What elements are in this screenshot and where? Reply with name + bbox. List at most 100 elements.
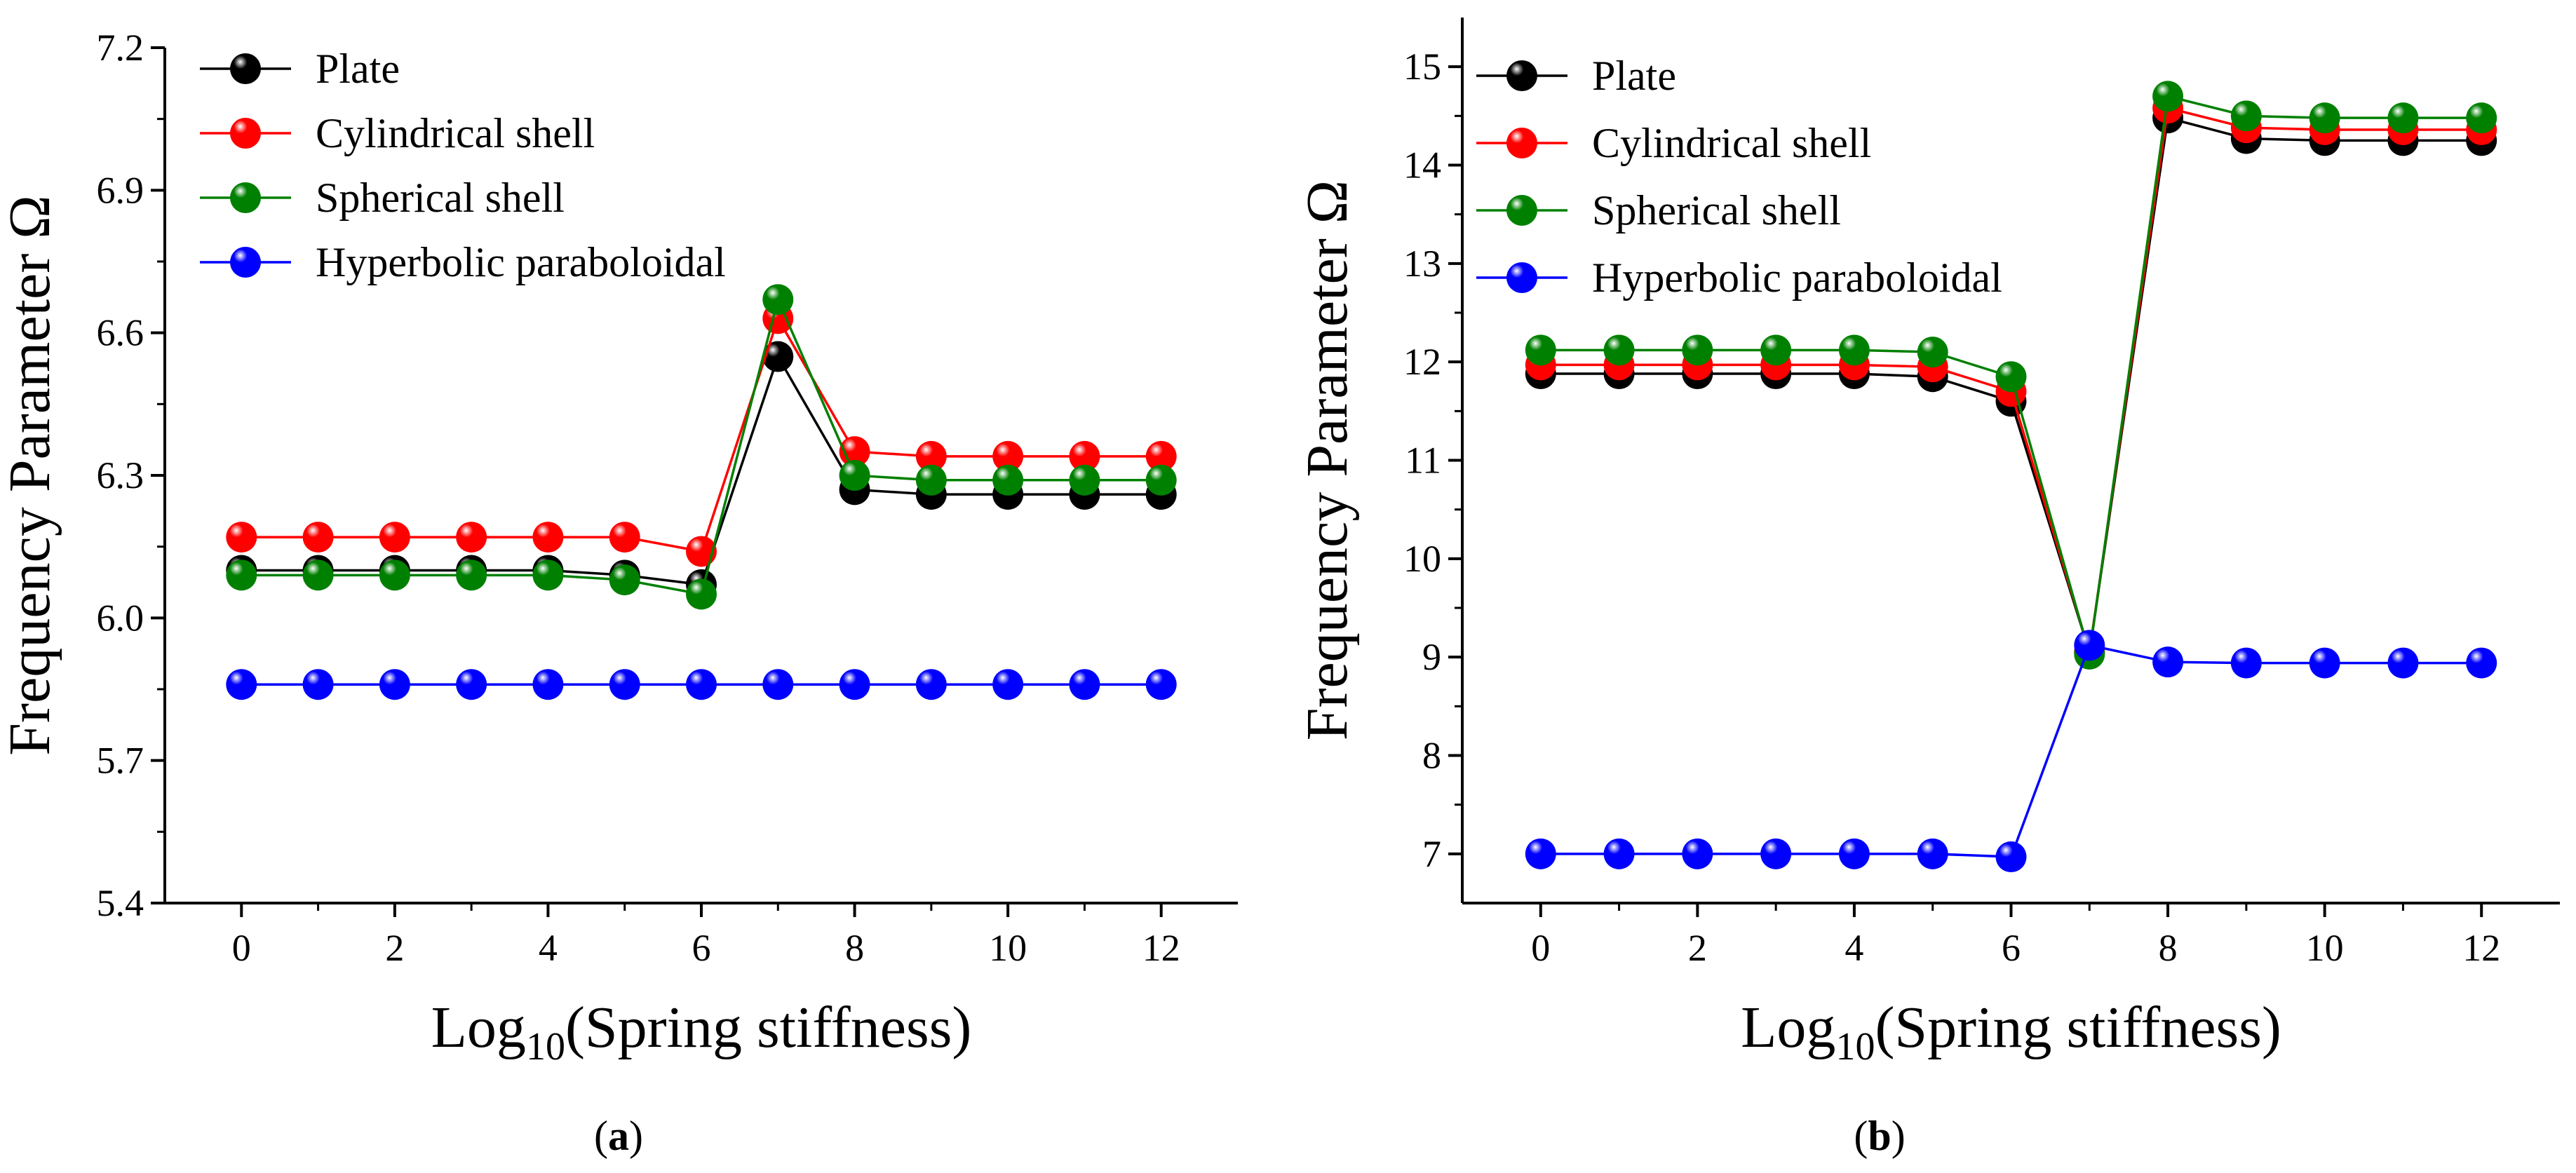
legend-marker <box>230 247 261 278</box>
data-point <box>302 522 334 553</box>
y-tick-label: 7 <box>1422 833 1441 875</box>
panel-caption: (a) <box>594 1113 643 1159</box>
data-point <box>2152 81 2184 112</box>
y-axis-title: Frequency Parameter Ω <box>1295 180 1360 740</box>
chart-panel-b: 0 2 4 6 8 10 12 7 8 9 10 11 12 13 14 15 Frequency Parame… <box>1295 18 2560 1159</box>
data-point <box>1838 334 1870 366</box>
series-spherical-shell <box>226 284 1177 610</box>
legend-label: Spherical shell <box>316 175 565 221</box>
data-point <box>686 578 717 610</box>
data-point <box>609 669 640 700</box>
x-tick-label: 0 <box>1531 927 1550 969</box>
data-point <box>1995 361 2027 393</box>
legend-marker <box>230 118 261 149</box>
data-point <box>1145 669 1177 700</box>
legend-label: Plate <box>316 46 400 92</box>
data-point <box>456 560 487 591</box>
x-tick-label: 8 <box>2159 927 2178 969</box>
data-point <box>915 669 947 700</box>
data-point <box>1682 838 1713 869</box>
data-point <box>2230 100 2262 132</box>
data-point <box>1917 337 1948 368</box>
data-point <box>1069 440 1100 472</box>
legend-marker <box>1506 195 1537 226</box>
y-tick-label: 6.3 <box>97 454 144 496</box>
data-point <box>992 464 1024 496</box>
data-point <box>1145 440 1177 472</box>
legend-marker <box>230 53 261 84</box>
y-tick-label: 13 <box>1403 243 1441 285</box>
data-point <box>1760 334 1792 366</box>
data-point <box>762 284 794 316</box>
data-point <box>379 669 410 700</box>
x-tick-label: 0 <box>232 927 251 969</box>
y-tick-label: 8 <box>1422 735 1441 777</box>
x-tick-label: 6 <box>692 927 711 969</box>
data-point <box>456 669 487 700</box>
legend-marker <box>1506 262 1537 293</box>
data-point <box>2309 102 2340 134</box>
panel-caption: (b) <box>1854 1113 1905 1159</box>
data-point <box>686 536 717 567</box>
data-point <box>915 440 947 472</box>
y-tick-label: 9 <box>1422 636 1441 678</box>
data-point <box>839 460 870 491</box>
data-point <box>2309 647 2340 679</box>
data-point <box>379 560 410 591</box>
data-point <box>1525 838 1556 869</box>
data-point <box>379 522 410 553</box>
data-point <box>532 560 564 591</box>
legend-label: Hyperbolic paraboloidal <box>1592 255 2002 301</box>
legend-label: Cylindrical shell <box>1592 120 1871 166</box>
x-tick-label: 10 <box>989 927 1027 969</box>
data-point <box>302 669 334 700</box>
data-point <box>1682 334 1713 366</box>
data-point <box>1603 334 1635 366</box>
legend-label: Hyperbolic paraboloidal <box>316 239 726 285</box>
data-point <box>1069 464 1100 496</box>
legend-label: Plate <box>1592 53 1676 99</box>
data-point <box>762 341 794 372</box>
x-tick-label: 8 <box>845 927 864 969</box>
chart-panel-a: 0 2 4 6 8 10 12 5.4 5.7 6.0 6.3 6.6 6.9 7.2 Frequency … <box>0 27 1238 1159</box>
x-tick-label: 2 <box>385 927 404 969</box>
y-axis-title: Frequency Parameter Ω <box>0 195 62 755</box>
data-point <box>1145 464 1177 496</box>
x-tick-label: 10 <box>2306 927 2344 969</box>
data-point <box>762 669 794 700</box>
y-tick-label: 15 <box>1403 46 1441 88</box>
y-tick-label: 5.4 <box>97 882 144 924</box>
legend-marker <box>1506 60 1537 91</box>
series-hyperbolic-paraboloidal <box>1525 630 2497 873</box>
y-tick-label: 7.2 <box>97 27 144 69</box>
legend: Plate Cylindrical shell Spherical shell Hyp… <box>1476 53 2002 301</box>
y-tick-label: 11 <box>1405 440 1441 482</box>
data-point <box>609 522 640 553</box>
data-point <box>226 669 257 700</box>
x-tick-label: 6 <box>2002 927 2021 969</box>
data-point <box>2074 630 2105 661</box>
data-point <box>456 522 487 553</box>
data-point <box>839 669 870 700</box>
legend-label: Cylindrical shell <box>316 110 595 156</box>
legend: Plate Cylindrical shell Spherical shell Hyp… <box>200 46 726 285</box>
data-point <box>1525 334 1556 366</box>
data-point <box>2387 102 2419 134</box>
x-tick-label: 12 <box>1142 927 1180 969</box>
series-cylindrical-shell <box>226 303 1177 567</box>
x-tick-label: 2 <box>1688 927 1707 969</box>
data-point <box>992 440 1024 472</box>
data-point <box>1760 838 1792 869</box>
data-point <box>2466 647 2497 679</box>
data-point <box>2466 102 2497 134</box>
data-point <box>1603 838 1635 869</box>
y-tick-label: 5.7 <box>97 740 144 782</box>
y-tick-label: 6.0 <box>97 597 144 639</box>
x-axis-title: Log10(Spring stiffness) <box>431 995 972 1069</box>
data-point <box>2230 647 2262 679</box>
data-point <box>1995 841 2027 873</box>
y-tick-label: 12 <box>1403 341 1441 383</box>
y-tick-label: 6.6 <box>97 312 144 354</box>
series-line <box>241 316 1161 553</box>
